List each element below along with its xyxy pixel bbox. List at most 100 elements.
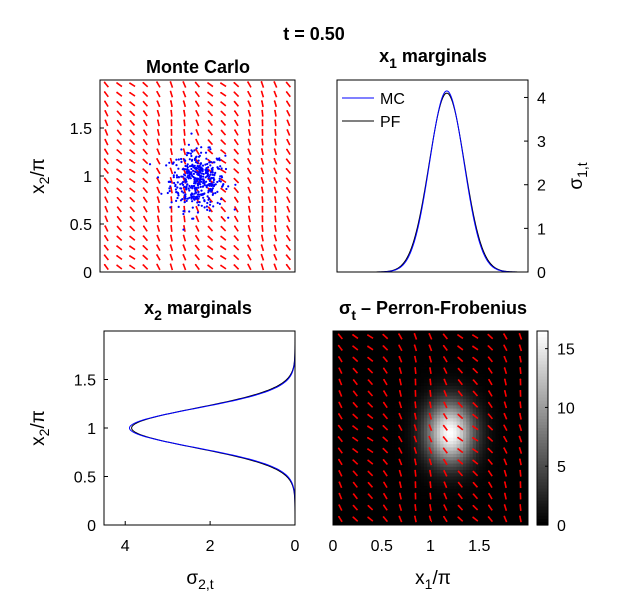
density-cell xyxy=(511,460,516,465)
density-cell xyxy=(505,421,510,426)
density-cell xyxy=(433,405,438,410)
density-cell xyxy=(521,473,526,478)
vector-tail xyxy=(260,186,263,189)
density-cell xyxy=(489,486,493,491)
series-mc xyxy=(337,90,528,273)
density-cell xyxy=(372,499,376,503)
vector-tail xyxy=(398,389,401,392)
vector-tail xyxy=(143,206,145,208)
density-cell xyxy=(498,460,503,465)
density-cell xyxy=(385,431,389,436)
vector-arrow xyxy=(129,255,136,260)
density-cell xyxy=(355,444,360,448)
vector-tail xyxy=(429,492,432,495)
density-cell xyxy=(479,405,484,410)
density-cell xyxy=(378,331,383,335)
density-cell xyxy=(505,337,510,342)
density-cell xyxy=(385,334,389,339)
density-cell xyxy=(485,447,490,452)
density-cell xyxy=(511,392,516,397)
density-cell xyxy=(524,431,528,436)
density-cell xyxy=(381,408,386,413)
density-cell xyxy=(450,343,454,348)
density-cell xyxy=(482,457,487,461)
vector-arrow xyxy=(457,437,464,442)
vector-arrow xyxy=(182,235,187,242)
density-cell xyxy=(339,340,344,345)
density-cell xyxy=(336,437,341,442)
density-cell xyxy=(443,366,448,371)
particle xyxy=(225,187,228,191)
density-cell xyxy=(485,373,490,377)
density-cell xyxy=(372,512,376,516)
vector-tail xyxy=(247,148,250,151)
density-cell xyxy=(505,440,510,445)
particle xyxy=(189,152,192,155)
density-cell xyxy=(440,385,445,390)
density-cell xyxy=(394,431,399,436)
density-cell xyxy=(440,347,445,351)
particle xyxy=(218,157,221,160)
density-cell xyxy=(495,389,500,394)
vector-tail xyxy=(472,345,474,348)
vector-arrow xyxy=(195,120,200,127)
density-cell xyxy=(388,343,393,348)
vector-arrow xyxy=(233,149,240,155)
density-cell xyxy=(414,476,419,481)
density-cell xyxy=(375,418,380,423)
density-cell xyxy=(430,444,435,448)
density-cell xyxy=(456,444,461,448)
density-cell xyxy=(479,479,484,484)
density-cell xyxy=(453,363,458,368)
density-cell xyxy=(482,460,487,465)
vector-arrow xyxy=(442,333,449,340)
density-cell xyxy=(459,476,464,481)
particle xyxy=(202,185,205,188)
density-cell xyxy=(430,460,435,465)
monte-carlo-title: Monte Carlo xyxy=(146,57,250,77)
density-cell xyxy=(381,373,386,377)
density-cell xyxy=(492,489,497,494)
density-cell xyxy=(482,440,487,445)
density-cell xyxy=(378,385,383,390)
density-cell xyxy=(420,450,425,455)
vector-arrow xyxy=(414,402,417,409)
density-cell xyxy=(456,395,461,400)
vector-arrow xyxy=(220,226,227,232)
density-cell xyxy=(450,518,454,523)
density-cell xyxy=(437,518,441,523)
vector-tail xyxy=(383,378,385,381)
vector-arrow xyxy=(233,187,240,194)
density-cell xyxy=(362,473,367,478)
density-cell xyxy=(524,411,528,416)
density-cell xyxy=(333,495,337,500)
density-cell xyxy=(420,518,425,523)
density-cell xyxy=(404,415,409,419)
density-cell xyxy=(355,466,360,471)
density-cell xyxy=(515,495,519,500)
density-cell xyxy=(482,489,487,494)
density-cell xyxy=(492,505,497,510)
density-cell xyxy=(456,521,461,525)
density-cell xyxy=(456,428,461,432)
density-cell xyxy=(466,428,471,432)
density-cell xyxy=(466,347,471,351)
density-cell xyxy=(420,385,425,390)
density-cell xyxy=(456,502,461,507)
density-cell xyxy=(381,440,386,445)
particle xyxy=(180,160,183,163)
density-cell xyxy=(492,398,497,403)
density-cell xyxy=(463,424,467,429)
density-cell xyxy=(381,434,386,439)
density-cell xyxy=(375,463,380,468)
vector-arrow xyxy=(208,216,213,223)
density-cell xyxy=(485,450,490,455)
vector-arrow xyxy=(286,110,291,117)
particle xyxy=(193,158,197,162)
vector-tail xyxy=(442,447,445,450)
density-cell xyxy=(349,356,354,361)
density-cell xyxy=(388,473,393,478)
density-cell xyxy=(352,343,357,348)
particle xyxy=(192,165,195,169)
particle xyxy=(195,187,198,190)
